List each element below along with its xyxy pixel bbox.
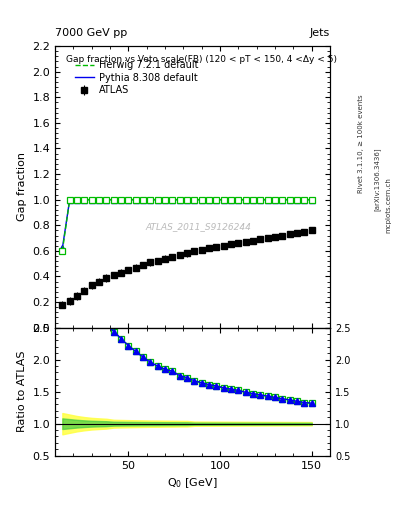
Herwig 7.2.1 default (82, 197, 87, 203)
Pythia 8.308 default (185, 197, 189, 203)
Text: [arXiv:1306.3436]: [arXiv:1306.3436] (373, 147, 380, 211)
Herwig 7.2.1 default (119, 197, 123, 203)
Text: 7000 GeV pp: 7000 GeV pp (55, 28, 127, 38)
Pythia 8.308 default (133, 197, 138, 203)
Pythia 8.308 default (97, 197, 101, 203)
Herwig 7.2.1 default (177, 197, 182, 203)
Herwig 7.2.1 default (133, 197, 138, 203)
Pythia 8.308 default (251, 197, 255, 203)
Herwig 7.2.1 default (155, 197, 160, 203)
Pythia 8.308 default (104, 197, 109, 203)
Text: Rivet 3.1.10, ≥ 100k events: Rivet 3.1.10, ≥ 100k events (358, 94, 364, 193)
Pythia 8.308 default (265, 197, 270, 203)
Herwig 7.2.1 default (199, 197, 204, 203)
Herwig 7.2.1 default (67, 197, 72, 203)
Herwig 7.2.1 default (126, 197, 131, 203)
Pythia 8.308 default (207, 197, 211, 203)
Herwig 7.2.1 default (221, 197, 226, 203)
Legend: Herwig 7.2.1 default, Pythia 8.308 default, ATLAS: Herwig 7.2.1 default, Pythia 8.308 defau… (71, 56, 202, 99)
Herwig 7.2.1 default (170, 197, 175, 203)
Pythia 8.308 default (258, 197, 263, 203)
Herwig 7.2.1 default (309, 197, 314, 203)
Herwig 7.2.1 default (265, 197, 270, 203)
Pythia 8.308 default (309, 197, 314, 203)
Pythia 8.308 default (295, 197, 299, 203)
Herwig 7.2.1 default (111, 197, 116, 203)
Pythia 8.308 default (163, 197, 167, 203)
Pythia 8.308 default (280, 197, 285, 203)
Text: mcplots.cern.ch: mcplots.cern.ch (385, 177, 391, 233)
Herwig 7.2.1 default (207, 197, 211, 203)
Pythia 8.308 default (243, 197, 248, 203)
Pythia 8.308 default (170, 197, 175, 203)
Pythia 8.308 default (229, 197, 233, 203)
Pythia 8.308 default (111, 197, 116, 203)
Herwig 7.2.1 default (251, 197, 255, 203)
Line: Pythia 8.308 default: Pythia 8.308 default (62, 200, 312, 248)
Pythia 8.308 default (155, 197, 160, 203)
Line: Herwig 7.2.1 default: Herwig 7.2.1 default (62, 200, 312, 251)
Herwig 7.2.1 default (295, 197, 299, 203)
Pythia 8.308 default (126, 197, 131, 203)
Pythia 8.308 default (214, 197, 219, 203)
Y-axis label: Ratio to ATLAS: Ratio to ATLAS (17, 351, 27, 433)
Pythia 8.308 default (67, 197, 72, 203)
Herwig 7.2.1 default (104, 197, 109, 203)
Herwig 7.2.1 default (60, 248, 65, 254)
Y-axis label: Gap fraction: Gap fraction (17, 153, 27, 221)
Herwig 7.2.1 default (287, 197, 292, 203)
Text: ATLAS_2011_S9126244: ATLAS_2011_S9126244 (145, 222, 251, 231)
Herwig 7.2.1 default (258, 197, 263, 203)
X-axis label: Q$_0$ [GeV]: Q$_0$ [GeV] (167, 476, 218, 490)
Herwig 7.2.1 default (89, 197, 94, 203)
Herwig 7.2.1 default (97, 197, 101, 203)
Herwig 7.2.1 default (243, 197, 248, 203)
Pythia 8.308 default (221, 197, 226, 203)
Pythia 8.308 default (177, 197, 182, 203)
Pythia 8.308 default (82, 197, 87, 203)
Pythia 8.308 default (148, 197, 153, 203)
Pythia 8.308 default (60, 245, 65, 251)
Pythia 8.308 default (199, 197, 204, 203)
Herwig 7.2.1 default (185, 197, 189, 203)
Pythia 8.308 default (89, 197, 94, 203)
Herwig 7.2.1 default (75, 197, 79, 203)
Pythia 8.308 default (75, 197, 79, 203)
Herwig 7.2.1 default (236, 197, 241, 203)
Pythia 8.308 default (141, 197, 145, 203)
Herwig 7.2.1 default (214, 197, 219, 203)
Pythia 8.308 default (236, 197, 241, 203)
Herwig 7.2.1 default (280, 197, 285, 203)
Herwig 7.2.1 default (141, 197, 145, 203)
Herwig 7.2.1 default (163, 197, 167, 203)
Herwig 7.2.1 default (302, 197, 307, 203)
Pythia 8.308 default (302, 197, 307, 203)
Herwig 7.2.1 default (192, 197, 197, 203)
Pythia 8.308 default (192, 197, 197, 203)
Pythia 8.308 default (287, 197, 292, 203)
Herwig 7.2.1 default (229, 197, 233, 203)
Herwig 7.2.1 default (148, 197, 153, 203)
Pythia 8.308 default (273, 197, 277, 203)
Pythia 8.308 default (119, 197, 123, 203)
Herwig 7.2.1 default (273, 197, 277, 203)
Text: Gap fraction vs Veto scale(FB) (120 < pT < 150, 4 <Δy < 5): Gap fraction vs Veto scale(FB) (120 < pT… (66, 55, 337, 63)
Text: Jets: Jets (310, 28, 330, 38)
